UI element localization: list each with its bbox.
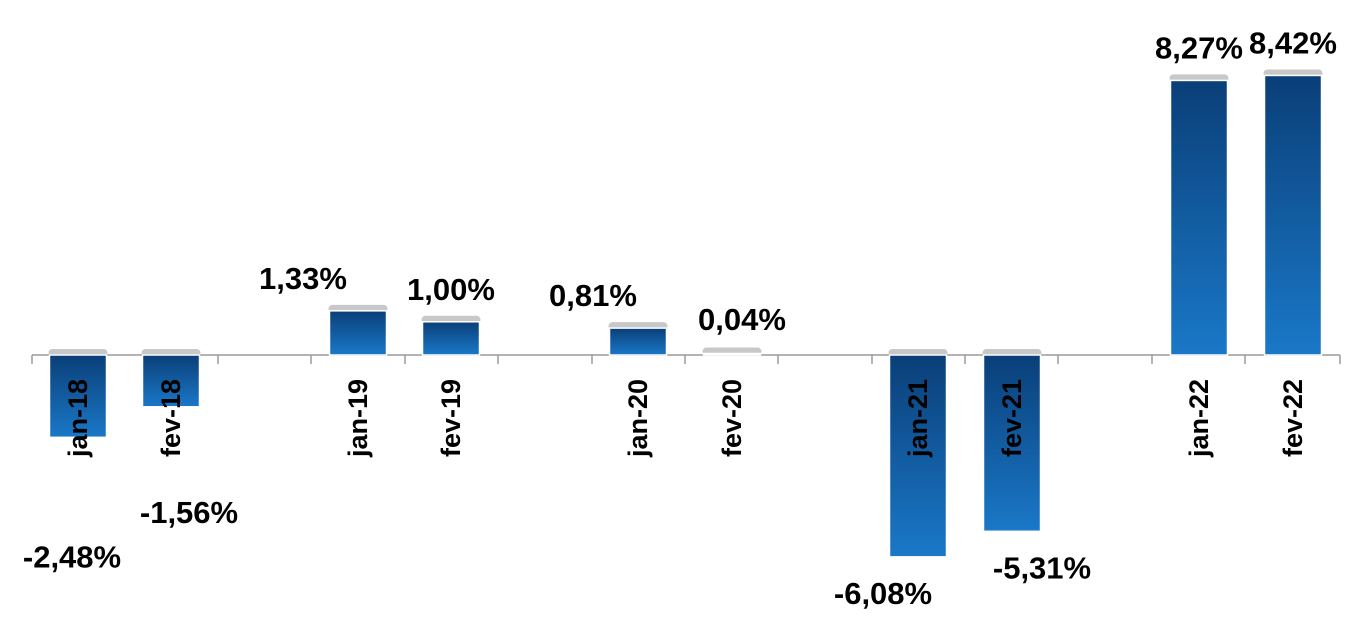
category-label: fev-22 bbox=[1278, 379, 1308, 457]
bar-fev-22 bbox=[1263, 74, 1323, 356]
data-label: -6,08% bbox=[834, 576, 932, 611]
data-label: 8,27% bbox=[1155, 30, 1243, 65]
data-label: 1,00% bbox=[407, 272, 495, 307]
bar-jan-18 bbox=[48, 354, 108, 439]
category-label: fev-20 bbox=[717, 379, 747, 457]
category-label: fev-18 bbox=[156, 379, 186, 457]
bar-fev-20 bbox=[702, 352, 762, 356]
data-label: 1,33% bbox=[259, 261, 347, 296]
data-label: 0,81% bbox=[549, 278, 637, 313]
data-label: 0,04% bbox=[698, 302, 786, 337]
category-label: jan-18 bbox=[63, 379, 93, 458]
bar-jan-20 bbox=[608, 327, 668, 356]
data-label: -5,31% bbox=[993, 550, 1091, 585]
bar-fev-19 bbox=[421, 321, 481, 356]
category-label: jan-21 bbox=[903, 379, 933, 458]
data-label: -1,56% bbox=[140, 495, 238, 530]
category-label: fev-21 bbox=[997, 379, 1027, 457]
category-label: jan-22 bbox=[1184, 379, 1214, 458]
data-label: -2,48% bbox=[23, 539, 121, 574]
category-label: jan-19 bbox=[343, 379, 373, 458]
bar-jan-21 bbox=[888, 354, 948, 558]
category-label: jan-20 bbox=[623, 379, 653, 458]
bar-fev-18 bbox=[141, 354, 201, 408]
bar-jan-19 bbox=[328, 310, 388, 356]
bar-jan-22 bbox=[1169, 79, 1229, 356]
category-label: fev-19 bbox=[436, 379, 466, 457]
bar-fev-21 bbox=[982, 354, 1042, 533]
data-label: 8,42% bbox=[1249, 25, 1337, 60]
